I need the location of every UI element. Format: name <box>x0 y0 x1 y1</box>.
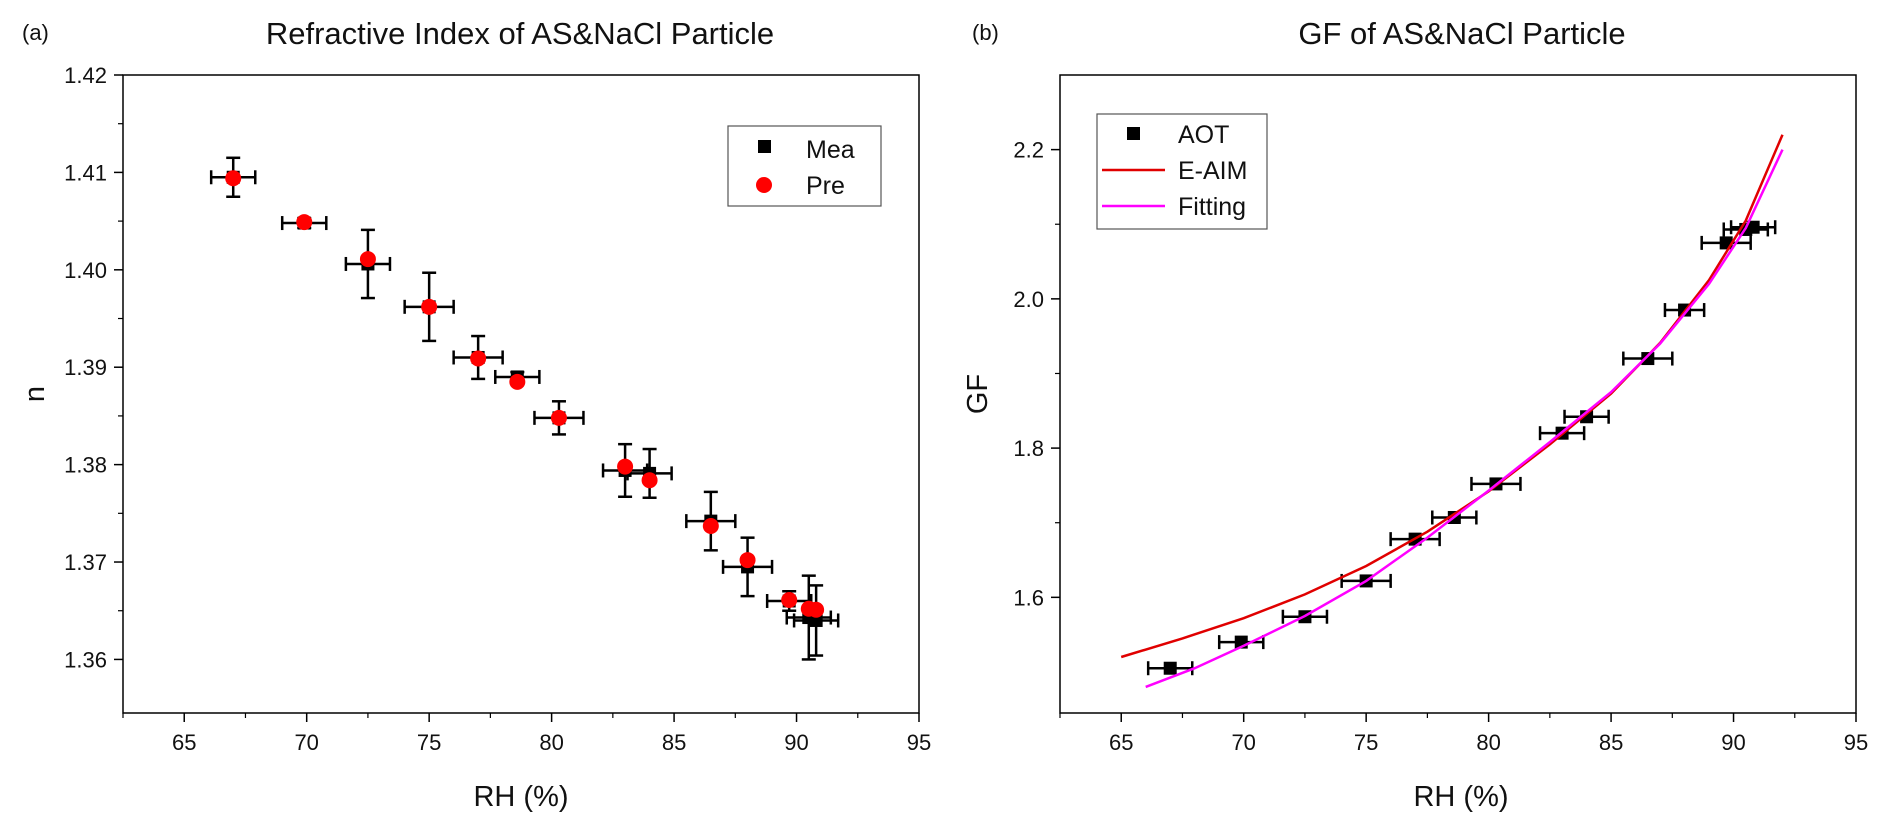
point-pre <box>359 251 376 268</box>
panel-b-label: (b) <box>972 20 999 45</box>
panel-b-legend-box <box>1096 113 1268 230</box>
panel-b: (b) GF of AS&NaCl Particle 65 70 75 80 85 90 9… <box>962 16 1868 813</box>
y-tick-label: 1.42 <box>64 63 107 88</box>
legend-eaim-label: E-AIM <box>1178 157 1247 185</box>
panel-b-ylabel: GF <box>962 374 994 414</box>
x-tick-label: 80 <box>539 730 563 755</box>
legend-pre-label: Pre <box>806 172 845 200</box>
x-tick-label: 65 <box>172 730 196 755</box>
y-tick-label: 1.8 <box>1013 436 1044 461</box>
point-aot <box>1641 352 1655 366</box>
panel-a-ticks: 65 70 75 80 85 90 95 1.36 1.37 1.38 1.39 1.40 1.41 1.… <box>64 63 931 755</box>
panel-b-ticks: 65 70 75 80 85 90 95 1.6 1.8 2.0 2.2 <box>1013 138 1868 755</box>
panel-a-xlabel: RH (%) <box>473 781 568 813</box>
point-pre <box>781 592 798 609</box>
series-line-fitting <box>1145 149 1784 689</box>
y-tick-label: 1.41 <box>64 160 107 185</box>
legend-pre-marker <box>756 177 772 193</box>
y-tick-label: 1.36 <box>64 647 107 672</box>
y-tick-label: 2.2 <box>1013 138 1044 163</box>
legend-fitting-label: Fitting <box>1178 193 1246 221</box>
x-tick-label: 85 <box>662 730 686 755</box>
panel-a-marks <box>209 156 840 661</box>
point-pre <box>808 601 825 618</box>
x-tick-label: 90 <box>784 730 808 755</box>
y-tick-label: 2.0 <box>1013 287 1044 312</box>
panel-a-legend: Mea Pre <box>727 125 882 207</box>
panel-b-xlabel: RH (%) <box>1413 781 1508 813</box>
x-tick-label: 65 <box>1109 730 1133 755</box>
point-pre <box>421 298 438 315</box>
y-tick-label: 1.39 <box>64 355 107 380</box>
y-tick-label: 1.40 <box>64 258 107 283</box>
x-tick-label: 75 <box>1354 730 1378 755</box>
point-pre <box>617 458 634 475</box>
point-mea <box>809 613 823 627</box>
point-pre <box>296 214 313 231</box>
panel-a-legend-box <box>727 125 882 207</box>
panel-b-plot-frame <box>1059 74 1857 714</box>
y-tick-label: 1.38 <box>64 453 107 478</box>
point-pre <box>470 350 487 367</box>
x-tick-label: 90 <box>1721 730 1745 755</box>
panel-b-legend: AOT E-AIM Fitting <box>1096 113 1268 230</box>
panel-b-title: GF of AS&NaCl Particle <box>1298 16 1625 51</box>
x-tick-label: 95 <box>907 730 931 755</box>
point-pre <box>550 409 567 426</box>
x-tick-label: 95 <box>1844 730 1868 755</box>
point-aot <box>1746 220 1760 234</box>
point-pre <box>225 170 242 187</box>
x-tick-label: 85 <box>1599 730 1623 755</box>
legend-mea-label: Mea <box>806 136 855 164</box>
point-pre <box>739 552 756 569</box>
y-tick-label: 1.6 <box>1013 585 1044 610</box>
x-tick-label: 70 <box>294 730 318 755</box>
x-tick-label: 70 <box>1231 730 1255 755</box>
panel-a-plot-frame <box>122 74 920 714</box>
point-pre <box>641 472 658 489</box>
panel-a-title: Refractive Index of AS&NaCl Particle <box>266 16 774 51</box>
x-tick-label: 80 <box>1476 730 1500 755</box>
panel-b-marks <box>1120 134 1784 689</box>
point-pre <box>702 517 719 534</box>
panel-a-ylabel: n <box>19 386 51 402</box>
y-tick-label: 1.37 <box>64 550 107 575</box>
panel-a: (a) Refractive Index of AS&NaCl Particle… <box>19 16 931 813</box>
point-aot <box>1163 661 1177 675</box>
point-pre <box>509 373 526 390</box>
legend-aot-label: AOT <box>1178 121 1229 149</box>
panel-a-label: (a) <box>22 20 49 45</box>
x-tick-label: 75 <box>417 730 441 755</box>
legend-aot-marker <box>1127 127 1140 140</box>
legend-mea-marker <box>758 140 771 153</box>
